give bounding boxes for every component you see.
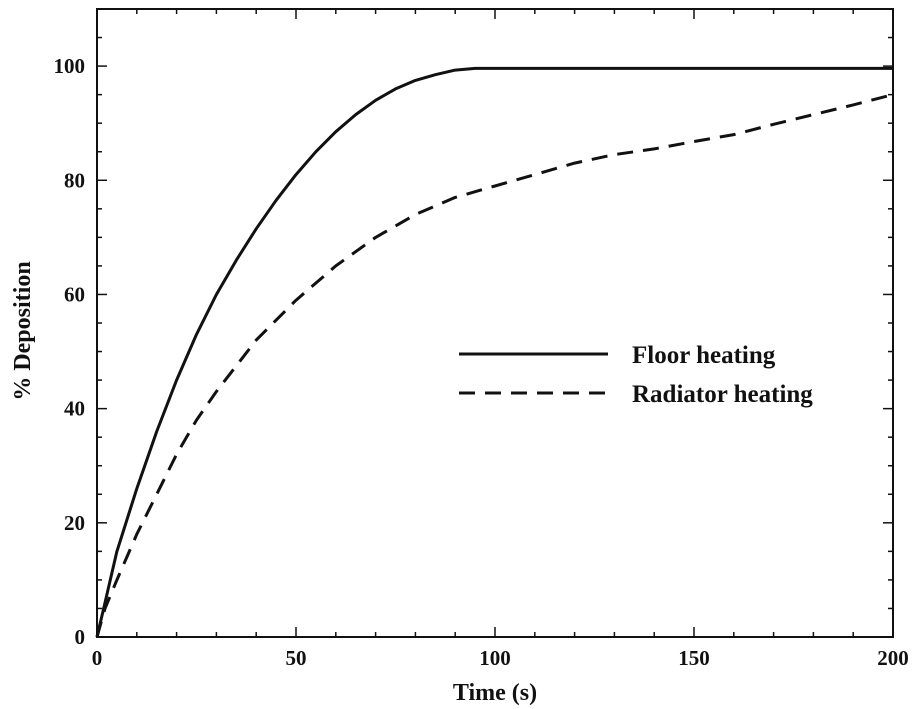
y-tick-label: 100 [54, 54, 86, 78]
x-axis-title: Time (s) [453, 680, 537, 706]
x-tick-label: 100 [479, 646, 511, 670]
x-tick-label: 150 [678, 646, 710, 670]
y-tick-label: 0 [75, 625, 86, 649]
series-layer [95, 66, 894, 638]
y-axis-title: % Deposition [10, 261, 36, 400]
legend-label: Floor heating [632, 342, 776, 369]
series-line-floor-heating [95, 66, 893, 638]
y-tick-label: 20 [64, 511, 85, 535]
legend-label: Radiator heating [632, 381, 813, 408]
x-tick-label: 200 [877, 646, 909, 670]
axis-ticks: 0 50 100 150 200 0 20 40 60 80 100 [54, 8, 909, 670]
y-tick-label: 60 [64, 282, 85, 306]
legend: Floor heating Radiator heating [459, 342, 813, 408]
y-tick-label: 40 [64, 397, 85, 421]
series-line-radiator-heating [95, 93, 894, 638]
y-tick-label: 80 [64, 168, 85, 192]
x-tick-label: 50 [286, 646, 307, 670]
x-tick-label: 0 [92, 646, 103, 670]
